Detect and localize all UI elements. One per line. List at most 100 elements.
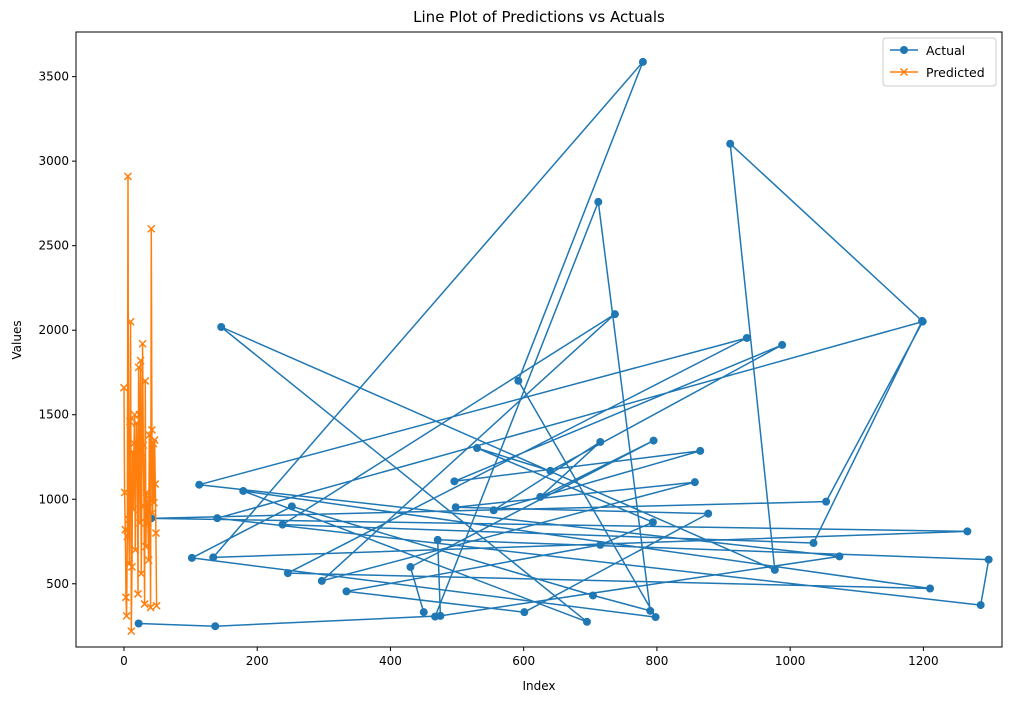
data-point-predicted [135,410,144,419]
data-point-predicted [120,488,129,497]
data-point-predicted [151,529,160,538]
data-point-predicted [142,488,151,497]
data-point-predicted [137,452,146,462]
data-point-actual [451,503,460,512]
data-point-actual [778,340,787,349]
data-point-predicted [131,464,140,473]
plot-area-frame [75,31,1003,648]
data-point-actual [696,446,705,455]
data-point-actual [209,553,218,562]
chart-title: Line Plot of Predictions vs Actuals [413,8,665,26]
y-axis-title: Values [10,320,24,359]
data-point-predicted [125,417,134,426]
data-point-predicted [124,515,133,524]
series-actual [134,57,993,631]
y-tick-label: 500 [46,577,69,591]
data-point-predicted [129,439,138,448]
data-point-actual [976,601,985,610]
data-point-actual [926,584,935,593]
data-point-predicted [147,425,156,434]
y-tick-label: 3500 [38,70,69,84]
data-point-actual [610,310,619,319]
data-point-predicted [139,441,148,450]
data-point-predicted [122,611,131,620]
data-point-predicted [121,525,130,534]
data-point-predicted [128,447,137,456]
data-point-actual [213,514,222,523]
data-point-actual [918,316,927,325]
data-point-actual [963,527,972,536]
data-point-predicted [134,363,143,372]
data-point-actual [283,569,292,578]
data-point-predicted [127,562,136,571]
data-point-predicted [131,545,140,554]
data-point-actual [822,497,831,506]
data-point-predicted [119,383,128,392]
data-point-actual [638,57,647,66]
data-point-actual [239,486,248,495]
data-point-actual [419,608,428,617]
data-point-actual [520,608,529,617]
data-point-actual [582,617,591,626]
data-point-actual [342,587,351,596]
data-point-predicted [135,518,144,527]
data-point-actual [770,565,779,574]
x-tick-label: 1000 [775,654,806,668]
data-point-predicted [127,627,136,636]
x-tick-label: 200 [246,654,269,668]
data-point-predicted [143,518,152,527]
data-point-actual [588,591,597,600]
data-point-actual [594,197,603,206]
data-point-predicted [123,532,132,541]
data-point-predicted [133,451,142,460]
data-point-predicted [126,317,135,326]
data-point-actual [473,444,482,453]
data-point-predicted [146,603,155,612]
data-point-actual [596,437,605,446]
data-point-predicted [141,542,150,551]
data-point-actual [690,478,699,487]
data-point-actual [651,613,660,622]
data-point-predicted [123,172,132,181]
data-point-actual [489,506,498,515]
data-point-actual [514,376,523,385]
data-point-predicted [147,224,156,233]
legend-actual-marker [900,46,908,54]
series-predicted [119,172,161,636]
data-point-predicted [152,601,161,610]
y-tick-label: 2000 [38,323,69,337]
data-point-predicted [136,356,145,365]
data-point-predicted [148,508,157,517]
data-point-actual [984,555,993,564]
y-tick-label: 1500 [38,408,69,422]
data-point-actual [546,466,555,475]
x-tick-label: 0 [120,654,128,668]
data-point-actual [646,606,655,615]
data-point-actual [726,139,735,148]
series-line-actual [138,61,990,627]
data-point-actual [287,502,296,511]
y-tick-label: 3000 [38,154,69,168]
data-point-predicted [141,376,150,385]
data-point-actual [450,477,459,486]
data-point-predicted [129,505,138,514]
series-layer [119,57,993,636]
data-point-actual [742,333,751,342]
data-point-actual [134,619,143,628]
x-tick-label: 600 [512,654,535,668]
data-point-actual [433,535,442,544]
data-point-actual [648,518,657,527]
x-axis: 0 200 400 600 800 1000 1200 [120,647,939,668]
data-point-predicted [151,480,160,489]
data-point-actual [431,612,440,621]
data-point-actual [317,576,326,585]
data-point-actual [187,553,196,562]
x-axis-title: Index [522,679,555,693]
data-point-predicted [150,436,159,445]
x-tick-label: 400 [379,654,402,668]
x-tick-label: 800 [645,654,668,668]
data-point-actual [649,436,658,445]
data-point-predicted [137,569,146,578]
